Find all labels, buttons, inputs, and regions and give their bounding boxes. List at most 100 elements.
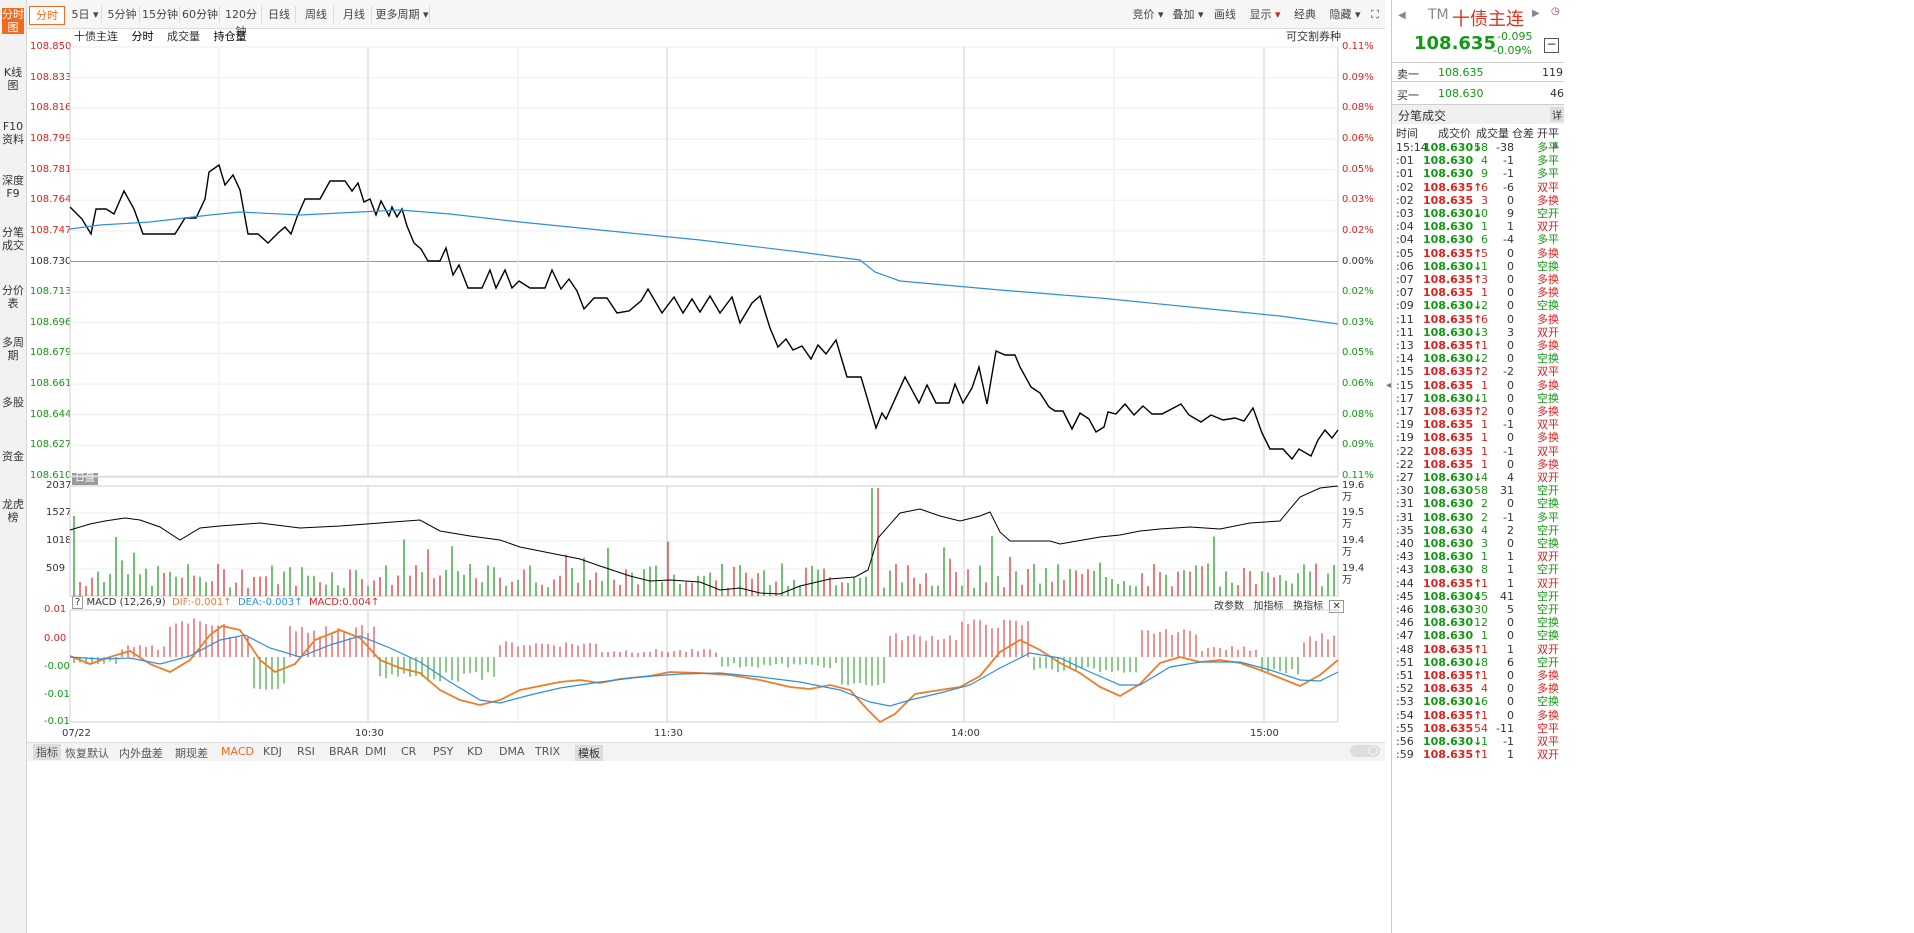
period-button-60min[interactable]: 60分钟 (182, 6, 220, 23)
tick-cell: :44 (1396, 576, 1414, 590)
tick-cell: :53 (1396, 695, 1414, 709)
period-button-5day[interactable]: 5日 ▾ (69, 6, 102, 23)
tick-row: :46 108.630 12 0 空换 (1396, 616, 1568, 629)
tick-cell: 108.630 (1423, 616, 1474, 630)
help-icon[interactable]: ? (72, 596, 84, 609)
edit-params-button[interactable]: 改参数 (1214, 601, 1244, 612)
period-button-more[interactable]: 更多周期 ▾ (375, 6, 430, 23)
indicator-tab[interactable]: 指标 (33, 744, 61, 760)
tick-cell: 3 (1481, 325, 1488, 339)
deliverable-bonds-link[interactable]: 可交割券种 (1286, 30, 1341, 43)
price-tick: 108.764 (30, 194, 72, 206)
indicator-tab[interactable]: 模板 (575, 745, 603, 761)
toolbar-hide[interactable]: 隐藏 ▾ (1329, 8, 1361, 21)
tick-cell: 0 (1507, 695, 1514, 709)
side-tab-kline[interactable]: K线图 (3, 66, 23, 92)
next-arrow-icon[interactable]: ▶ (1532, 8, 1540, 19)
add-indicator-button[interactable]: 加指标 (1253, 601, 1284, 612)
tick-cell: -2 (1503, 365, 1514, 379)
fullscreen-icon[interactable]: ⛶ (1371, 8, 1379, 21)
side-tab-depth[interactable]: 深度F9 (2, 174, 24, 200)
timeshare-chart[interactable] (0, 0, 1388, 745)
pct-tick: 0.08% (1342, 102, 1374, 114)
period-button-15min[interactable]: 15分钟 (142, 6, 180, 23)
toolbar-overlay[interactable]: 叠加 ▾ (1172, 8, 1204, 21)
tick-cell: 0 (1507, 286, 1514, 300)
indicator-tab[interactable]: KD (467, 745, 483, 758)
collapse-up-icon[interactable]: ▲ (1552, 140, 1559, 150)
tick-cell: 108.630↓ (1423, 352, 1483, 366)
indicator-tab[interactable]: RSI (297, 745, 315, 758)
change-indicator-button[interactable]: 换指标 (1293, 601, 1324, 612)
side-tab-funds[interactable]: 资金 (2, 450, 24, 463)
panel-collapse-icon[interactable]: ◀ (1386, 380, 1394, 391)
indicator-tab[interactable]: 恢复默认 (65, 747, 109, 760)
tick-cell: 12 (1474, 616, 1488, 630)
toolbar-classic[interactable]: 经典 (1294, 8, 1316, 21)
indicator-tab[interactable]: DMA (499, 745, 525, 758)
tick-cell: 108.635 (1423, 431, 1474, 445)
tick-cell: :46 (1396, 603, 1414, 616)
tick-cell: 多换 (1537, 286, 1559, 300)
tick-cell: 108.630 (1423, 167, 1474, 181)
tick-cell: 3 (1507, 325, 1514, 339)
bid-label: 买一 (1397, 89, 1419, 102)
tick-cell: 8 (1481, 655, 1488, 669)
toolbar-auction[interactable]: 竞价 ▾ (1132, 8, 1164, 21)
price-change: -0.095 (1497, 30, 1533, 43)
indicator-tab[interactable]: TRIX (535, 745, 561, 758)
tick-cell: 0 (1507, 299, 1514, 313)
indicator-tab[interactable]: BRAR (329, 745, 359, 758)
indicator-tab[interactable]: MACD (221, 745, 254, 758)
side-tab-multi-period[interactable]: 多周期 (2, 336, 24, 362)
legend-timeshare[interactable]: 分时 (131, 30, 154, 43)
tick-cell: 2 (1481, 510, 1488, 524)
side-tab-f10[interactable]: F10资料 (2, 120, 24, 146)
side-tab-timeshare[interactable]: 分时图 (2, 8, 24, 34)
indicator-tab[interactable]: DMI (365, 745, 387, 758)
legend-open-interest[interactable]: 持仓量 (213, 30, 247, 43)
period-button-monthly[interactable]: 月线 (337, 6, 372, 23)
tick-cell: 双开 (1537, 576, 1559, 590)
clock-icon[interactable]: ◷ (1551, 6, 1560, 17)
indicator-tab[interactable]: CR (401, 745, 417, 758)
tick-row: :04 108.630 6 -4 多平 (1396, 233, 1568, 246)
period-button-120min[interactable]: 120分钟 (221, 6, 262, 38)
indicator-tab[interactable]: PSY (433, 745, 454, 758)
tick-cell: 3 (1481, 273, 1488, 286)
side-tab-price-table[interactable]: 分价表 (2, 284, 24, 310)
prev-arrow-icon[interactable]: ◀ (1398, 10, 1406, 21)
tick-cell: 1 (1481, 259, 1488, 273)
minimize-icon[interactable]: − (1544, 38, 1559, 53)
indicator-tab[interactable]: 内外盘差 (119, 747, 163, 760)
tick-cell: 6 (1481, 233, 1488, 247)
period-button-5min[interactable]: 5分钟 (105, 6, 140, 23)
ticks-detail-button[interactable]: 详 (1550, 107, 1564, 122)
period-button-weekly[interactable]: 周线 (299, 6, 334, 23)
legend-volume[interactable]: 成交量 (167, 30, 200, 43)
tick-cell: 108.630 (1423, 233, 1474, 247)
volume-tick: 2037 (46, 480, 72, 491)
toggle-switch[interactable]: ◯ (1350, 745, 1380, 757)
toolbar-draw[interactable]: 画线 (1214, 8, 1236, 21)
toolbar-display[interactable]: 显示 ▾ (1249, 8, 1281, 21)
indicator-tab[interactable]: 期现差 (175, 747, 208, 760)
side-tab-multi-stock[interactable]: 多股 (2, 396, 24, 409)
period-button-daily[interactable]: 日线 (263, 6, 296, 23)
period-button-timeshare[interactable]: 分时 (29, 6, 65, 25)
tick-row: :31 108.630 2 0 空换 (1396, 497, 1568, 510)
tick-cell: 0 (1507, 537, 1514, 550)
tick-cell: 空平 (1537, 721, 1559, 735)
tick-cell: 108.630↓ (1423, 655, 1483, 669)
macd-dif: DIF:-0.001↑ (172, 597, 232, 608)
pct-tick: 0.03% (1342, 194, 1374, 206)
tick-cell: 108.635 (1423, 457, 1474, 471)
side-tab-ticks[interactable]: 分笔成交 (2, 226, 24, 252)
tick-row: :47 108.630 1 0 空换 (1396, 629, 1568, 642)
tick-cell: 1 (1481, 642, 1488, 656)
tick-cell: -1 (1503, 735, 1514, 748)
side-tab-dragon-tiger[interactable]: 龙虎榜 (2, 498, 24, 524)
tick-cell: 1 (1481, 576, 1488, 590)
close-icon[interactable]: ✕ (1329, 600, 1344, 613)
indicator-tab[interactable]: KDJ (263, 745, 282, 758)
